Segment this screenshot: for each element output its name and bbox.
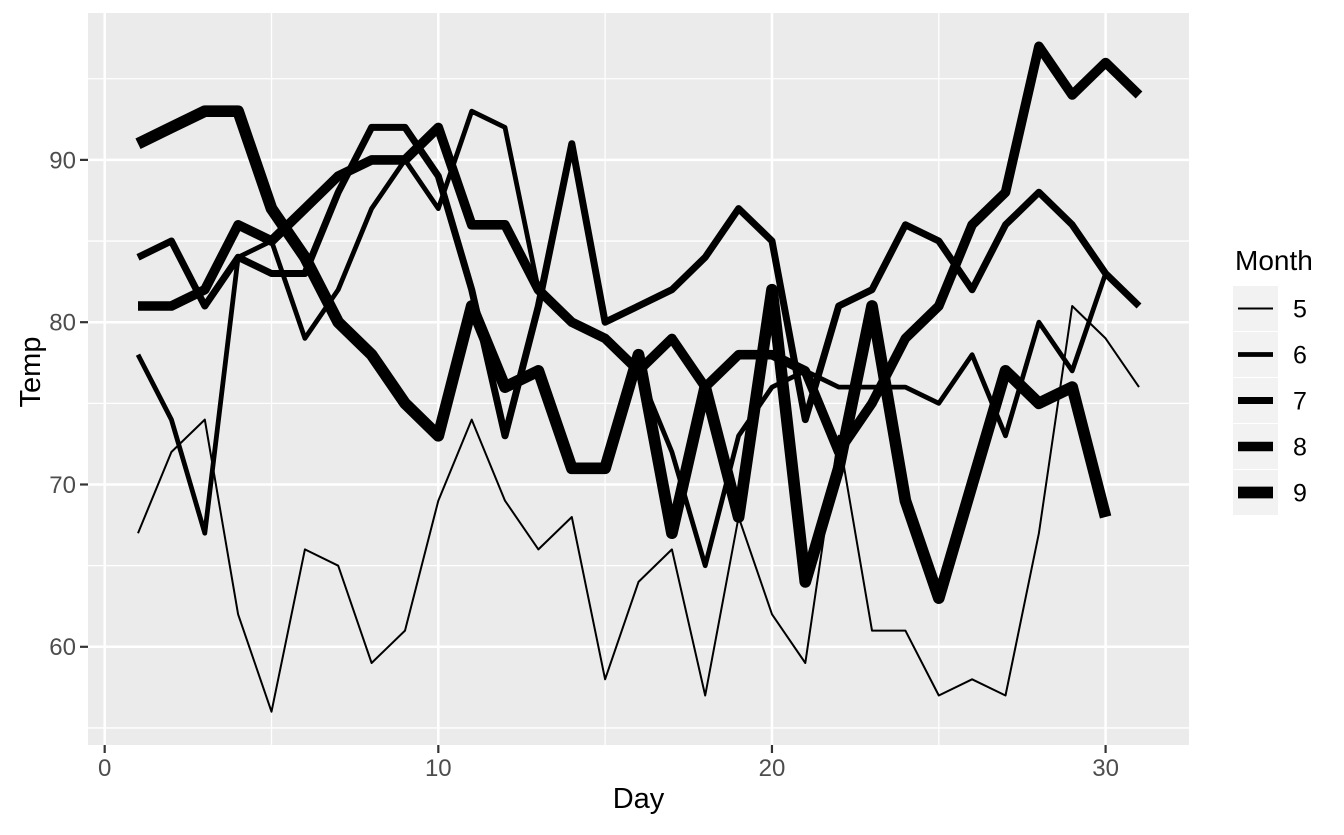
legend-label-month-8: 8 <box>1293 433 1307 461</box>
x-tick-label: 20 <box>759 755 786 782</box>
y-tick-label: 60 <box>49 634 76 661</box>
legend-label-month-5: 5 <box>1293 295 1307 323</box>
temp-line-month-7 <box>136 123 1142 440</box>
y-axis-title: Temp <box>15 337 47 408</box>
x-axis-title: Day <box>613 783 665 815</box>
legend-label-month-6: 6 <box>1293 341 1307 369</box>
x-tick-label: 0 <box>98 755 111 782</box>
x-tick-label: 30 <box>1092 755 1119 782</box>
legend-label-month-9: 9 <box>1293 479 1307 507</box>
y-tick-label: 70 <box>49 472 76 499</box>
y-tick-label: 90 <box>49 147 76 174</box>
legend-label-month-7: 7 <box>1293 387 1307 415</box>
temp-line-month-9 <box>135 105 1112 604</box>
y-tick-label: 80 <box>49 310 76 337</box>
legend-title: Month <box>1235 245 1313 276</box>
x-tick-label: 10 <box>425 755 452 782</box>
temp-line-month-5 <box>137 305 1140 713</box>
